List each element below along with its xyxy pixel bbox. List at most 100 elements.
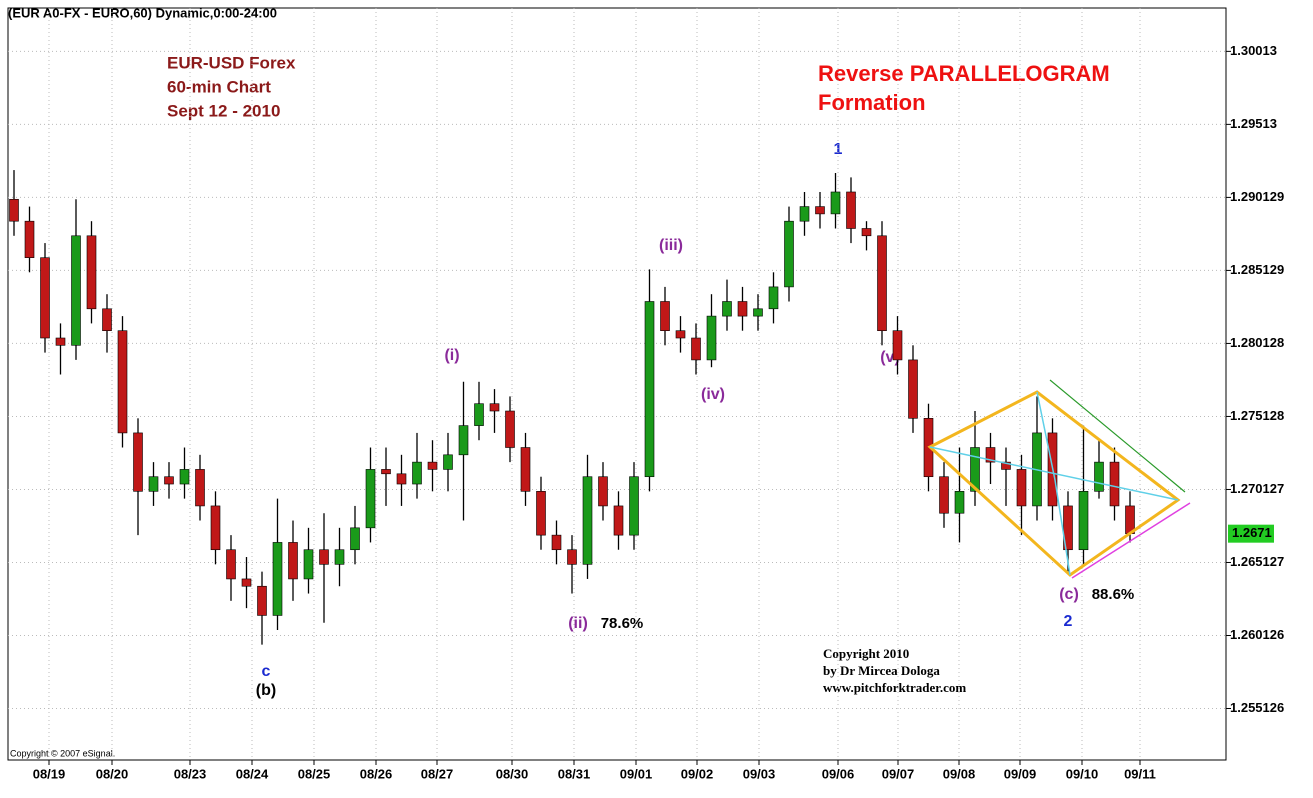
x-tick-label: 08/25	[298, 766, 331, 781]
candle-body	[613, 505, 624, 536]
candle-body	[288, 542, 298, 580]
wave-label: (b)	[256, 682, 276, 699]
candle-body	[474, 403, 484, 426]
candle-body	[675, 330, 686, 339]
lower-line	[1071, 502, 1191, 579]
plot-frame	[7, 7, 1227, 761]
wave-label: 1	[834, 141, 843, 158]
candle-body	[1016, 469, 1027, 507]
y-tick-label: 1.29513	[1230, 116, 1277, 131]
candle-body	[753, 308, 763, 317]
x-tick-label: 09/11	[1124, 766, 1156, 781]
candle-body	[427, 461, 438, 470]
x-tick-label: 09/03	[743, 766, 776, 781]
candle-body	[954, 491, 965, 514]
candle-body	[1001, 461, 1011, 470]
wave-label: c	[262, 663, 271, 680]
candle-body	[660, 301, 670, 332]
candle-body	[830, 191, 841, 215]
candle-body	[567, 549, 577, 565]
candle-body	[133, 432, 143, 492]
candle-body	[582, 476, 593, 565]
wave-label: (i)	[444, 347, 459, 364]
candle-body	[226, 549, 236, 580]
candle-body	[815, 206, 825, 215]
candle-body	[71, 235, 81, 346]
candle-body	[257, 585, 267, 616]
x-tick-label: 08/20	[96, 766, 129, 781]
candle-body	[86, 235, 97, 310]
candle-body	[892, 330, 903, 361]
x-tick-label: 09/09	[1004, 766, 1037, 781]
x-tick-label: 08/27	[421, 766, 454, 781]
candle-body	[536, 491, 546, 536]
headline-line: Reverse PARALLELOGRAM	[818, 61, 1110, 86]
candle-body	[365, 469, 376, 529]
candle-body	[443, 454, 453, 470]
candle-body	[164, 476, 174, 485]
candle-body	[1109, 461, 1120, 507]
candle-body	[908, 359, 918, 419]
headline-line: Formation	[818, 90, 926, 115]
wave-label: (c)	[1059, 586, 1079, 603]
copyright-line: www.pitchforktrader.com	[823, 680, 966, 695]
x-tick-label: 09/01	[620, 766, 653, 781]
candle-body	[489, 403, 500, 412]
y-tick-label: 1.255126	[1230, 700, 1284, 715]
candle-body	[706, 315, 717, 361]
wave-label: (iv)	[701, 386, 725, 403]
candle-body	[939, 476, 949, 514]
candle-body	[691, 337, 701, 361]
wave-label: 88.6%	[1092, 586, 1135, 603]
x-tick-label: 09/07	[882, 766, 915, 781]
x-tick-label: 08/26	[360, 766, 393, 781]
candle-body	[24, 220, 35, 258]
candle-body	[458, 425, 469, 456]
candle-body	[520, 447, 531, 492]
wave-label: (ii)	[568, 615, 588, 632]
candle-body	[412, 461, 422, 485]
y-tick-label: 1.280128	[1230, 335, 1284, 350]
candle-body	[861, 228, 872, 237]
candle-body	[350, 527, 360, 551]
candle-body	[1078, 491, 1089, 551]
x-tick-label: 08/30	[496, 766, 529, 781]
candle-body	[210, 505, 221, 551]
title-line: 60-min Chart	[167, 77, 271, 96]
y-tick-label: 1.260126	[1230, 627, 1284, 642]
candle-body	[784, 220, 794, 288]
y-tick-label: 1.275128	[1230, 408, 1284, 423]
candle-body	[272, 542, 283, 616]
wave-label: 78.6%	[601, 615, 644, 632]
candle-body	[396, 473, 407, 485]
candle-body	[985, 447, 996, 463]
x-tick-label: 09/02	[681, 766, 714, 781]
candle-body	[970, 447, 980, 492]
header: (EUR A0-FX - EURO,60) Dynamic,0:00-24:00	[8, 5, 277, 20]
candle-body	[1063, 505, 1073, 551]
candle-body	[40, 257, 50, 339]
candle-body	[737, 301, 748, 317]
title-line: EUR-USD Forex	[167, 53, 296, 72]
candle-body	[722, 301, 732, 317]
copyright-line: by Dr Mircea Dologa	[823, 663, 940, 678]
x-tick-label: 09/10	[1066, 766, 1099, 781]
y-tick-label: 1.265127	[1230, 554, 1284, 569]
candle-body	[319, 549, 329, 565]
candle-body	[102, 308, 112, 332]
candle-body	[117, 330, 128, 434]
candle-body	[148, 476, 159, 492]
wave-label: (iii)	[659, 237, 683, 254]
diagonal	[1036, 391, 1071, 576]
wave-label: 2	[1064, 613, 1073, 630]
candle-body	[303, 549, 314, 580]
candle-body	[9, 198, 19, 222]
candle-body	[877, 235, 887, 332]
candle-body	[381, 469, 391, 475]
title-line: Sept 12 - 2010	[167, 101, 280, 120]
x-tick-label: 08/24	[236, 766, 269, 781]
last-price-box	[1228, 524, 1274, 543]
copyright-line: Copyright 2010	[823, 646, 909, 661]
y-tick-label: 1.290129	[1230, 189, 1284, 204]
